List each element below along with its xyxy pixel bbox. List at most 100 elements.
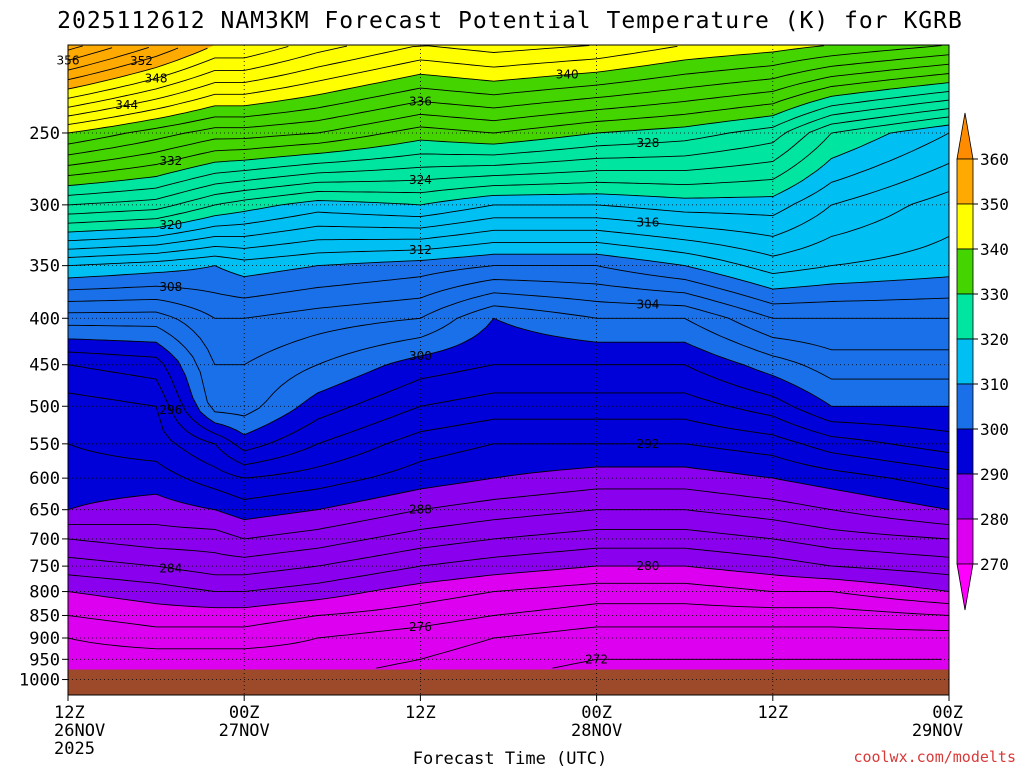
contour-label-332: 332 xyxy=(159,154,182,168)
contour-340 xyxy=(67,45,825,134)
contour-324 xyxy=(67,108,950,215)
x-tick-label-48-1: 12Z xyxy=(757,703,788,723)
contour-350 xyxy=(67,47,208,90)
y-axis: 250 300 350 400 450 500 550 600 650 700 750 800 850 9… xyxy=(19,124,68,691)
ground-layer xyxy=(68,669,949,695)
colorbar-label-360: 360 xyxy=(980,150,1009,169)
contour-356 xyxy=(67,47,113,61)
contour-label-328: 328 xyxy=(637,136,660,150)
y-tick-label-300: 300 xyxy=(29,196,60,216)
contour-342 xyxy=(67,45,678,126)
contour-334 xyxy=(67,63,950,166)
contour-322 xyxy=(67,116,950,224)
contour-276 xyxy=(67,603,950,650)
colorbar-label-350: 350 xyxy=(980,195,1009,214)
contour-290 xyxy=(67,466,950,521)
colorbar-label-310: 310 xyxy=(980,375,1009,394)
contour-294 xyxy=(67,392,950,479)
contour-336 xyxy=(67,54,950,156)
contour-labels: 272 276 280 284 288 292 296 300 304 308 312 316 320 3… xyxy=(57,53,660,666)
colorbar-label-320: 320 xyxy=(980,330,1009,349)
contour-296 xyxy=(67,364,950,466)
contour-label-292: 292 xyxy=(637,437,660,451)
contour-274 xyxy=(376,626,950,669)
x-tick-label-12-1: 00Z xyxy=(229,703,260,723)
x-tick-label-12-2: 27NOV xyxy=(219,721,270,741)
plot-frame xyxy=(67,44,950,696)
contour-318 xyxy=(67,132,950,242)
contour-label-348: 348 xyxy=(145,71,168,85)
colorbar-band-280 xyxy=(956,473,974,520)
contour-320 xyxy=(67,124,950,233)
x-axis-title: Forecast Time (UTC) xyxy=(413,749,607,768)
contour-330 xyxy=(67,82,950,187)
y-tick-label-950: 950 xyxy=(29,650,60,670)
contour-272 xyxy=(552,658,942,669)
colorbar-label-330: 330 xyxy=(980,285,1009,304)
colorbar-band-320 xyxy=(956,293,974,340)
contour-302 xyxy=(68,305,949,417)
contour-308 xyxy=(67,265,950,305)
band-fill-270 xyxy=(68,566,949,695)
contour-348 xyxy=(67,45,289,99)
contour-352 xyxy=(67,47,179,81)
contour-lines xyxy=(67,45,950,669)
contour-344 xyxy=(67,45,590,117)
contour-label-352: 352 xyxy=(130,54,153,68)
y-tick-label-750: 750 xyxy=(29,557,60,577)
x-tick-label-60-2: 29NOV xyxy=(912,721,963,741)
colorbar-band-340 xyxy=(956,203,974,250)
x-tick-label-60-1: 00Z xyxy=(932,703,963,723)
colorbar-band-300 xyxy=(956,383,974,430)
contour-280 xyxy=(67,565,950,609)
contour-312 xyxy=(67,235,950,275)
contour-288 xyxy=(68,488,950,540)
contour-label-324: 324 xyxy=(409,173,432,187)
chart-title: 2025112612 NAM3KM Forecast Potential Tem… xyxy=(57,8,963,34)
contour-284 xyxy=(67,528,950,576)
colorbar-band-270 xyxy=(956,518,974,565)
contour-label-320: 320 xyxy=(159,218,182,232)
colorbar-band-350 xyxy=(956,158,974,205)
contour-label-272: 272 xyxy=(585,652,608,666)
y-tick-label-800: 800 xyxy=(29,583,60,603)
contour-label-316: 316 xyxy=(637,215,660,229)
contour-298 xyxy=(67,351,950,452)
contour-label-288: 288 xyxy=(409,503,432,517)
x-tick-label-36-1: 00Z xyxy=(581,703,612,723)
colorbar-band-310 xyxy=(956,338,974,385)
contour-label-300: 300 xyxy=(409,349,432,363)
contour-label-276: 276 xyxy=(409,620,432,634)
contour-328 xyxy=(67,90,950,196)
y-tick-label-850: 850 xyxy=(29,606,60,626)
contour-316 xyxy=(67,162,950,250)
x-tick-label-0-1: 12Z xyxy=(54,703,85,723)
contour-label-336: 336 xyxy=(409,94,432,108)
contour-label-284: 284 xyxy=(159,561,182,575)
y-tick-label-650: 650 xyxy=(29,501,60,521)
y-tick-label-550: 550 xyxy=(29,435,60,455)
y-tick-label-350: 350 xyxy=(29,257,60,277)
contour-300 xyxy=(67,317,949,436)
x-tick-label-0-2: 26NOV xyxy=(54,721,105,741)
colorbar-label-340: 340 xyxy=(980,240,1009,259)
colorbar-cap-top xyxy=(956,112,974,160)
colorbar-band-290 xyxy=(956,428,974,475)
colorbar-label-280: 280 xyxy=(980,510,1009,529)
contour-338 xyxy=(67,45,942,145)
contour-310 xyxy=(67,253,950,290)
contour-304 xyxy=(67,292,949,366)
colorbar-cap-bottom xyxy=(956,563,974,611)
y-tick-label-250: 250 xyxy=(29,124,60,144)
y-tick-label-900: 900 xyxy=(29,629,60,649)
y-tick-label-400: 400 xyxy=(29,309,60,329)
colorbar-label-270: 270 xyxy=(980,555,1009,574)
x-tick-label-24-1: 12Z xyxy=(405,703,436,723)
contour-282 xyxy=(67,547,950,593)
y-tick-label-600: 600 xyxy=(29,469,60,489)
contour-label-344: 344 xyxy=(115,98,138,112)
contour-label-308: 308 xyxy=(159,280,182,294)
credit-text: coolwx.com/modelts xyxy=(853,748,1016,766)
